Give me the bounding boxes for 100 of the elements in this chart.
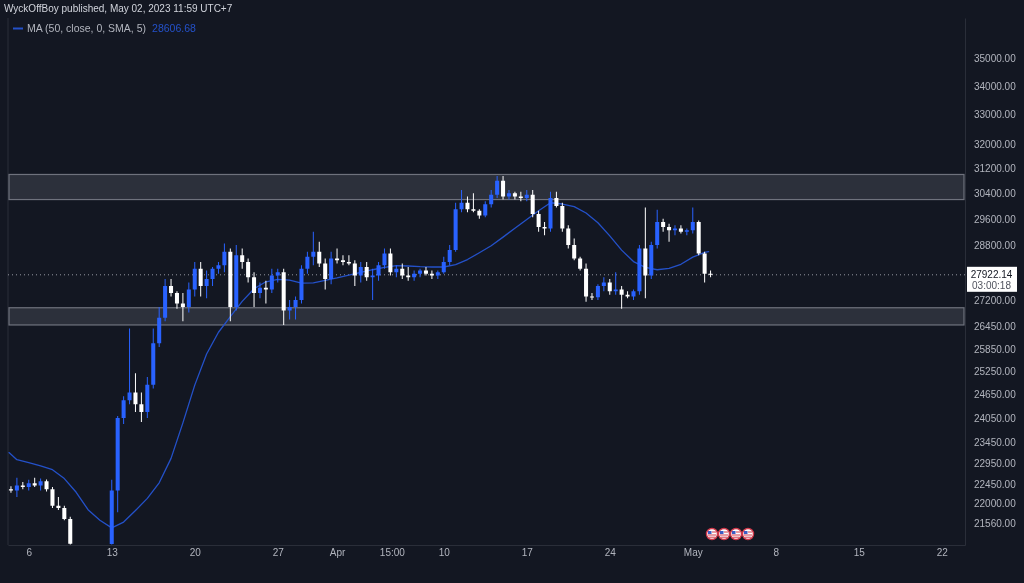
candlestick bbox=[655, 209, 660, 249]
candlestick bbox=[50, 487, 55, 508]
candlestick bbox=[696, 220, 701, 256]
candlestick bbox=[708, 270, 713, 278]
candlestick bbox=[649, 241, 654, 280]
candlestick bbox=[554, 191, 559, 208]
y-tick-label: 21560.00 bbox=[974, 517, 1017, 529]
candlestick bbox=[56, 497, 61, 511]
candlestick bbox=[186, 282, 191, 313]
y-tick-label: 28800.00 bbox=[974, 239, 1017, 251]
candlestick bbox=[305, 251, 310, 274]
candlestick bbox=[121, 396, 126, 425]
candlestick bbox=[151, 328, 156, 389]
candlestick bbox=[418, 268, 423, 278]
candlestick bbox=[163, 279, 168, 322]
candlestick bbox=[530, 190, 535, 218]
candlestick bbox=[661, 218, 666, 232]
candlestick bbox=[139, 392, 144, 423]
candlestick bbox=[566, 225, 571, 249]
candlestick bbox=[447, 245, 452, 266]
candlestick bbox=[584, 263, 589, 302]
candlestick bbox=[637, 245, 642, 295]
x-tick-label: 6 bbox=[26, 547, 33, 559]
candlestick bbox=[192, 261, 197, 297]
x-tick-label: 13 bbox=[106, 547, 119, 559]
candlestick bbox=[607, 279, 612, 295]
y-tick-label: 27200.00 bbox=[974, 294, 1017, 306]
candlestick bbox=[246, 258, 251, 283]
candlestick bbox=[269, 268, 274, 293]
candlestick bbox=[180, 292, 185, 322]
candlestick bbox=[471, 193, 476, 213]
y-tick-label: 34000.00 bbox=[974, 80, 1017, 92]
y-tick-label: 24050.00 bbox=[974, 412, 1017, 424]
y-tick-label: 30400.00 bbox=[974, 187, 1017, 199]
line-series bbox=[8, 202, 710, 529]
candlestick bbox=[667, 223, 672, 242]
candlestick bbox=[252, 272, 257, 308]
candlestick bbox=[68, 516, 73, 545]
candlestick bbox=[542, 222, 547, 236]
candlestick bbox=[678, 225, 683, 234]
annotation: 28606.68 bbox=[152, 22, 196, 34]
candlestick bbox=[358, 261, 363, 283]
x-tick-label: 22 bbox=[936, 547, 949, 559]
candlestick bbox=[222, 243, 227, 273]
candlestick bbox=[400, 263, 405, 280]
candlestick bbox=[382, 248, 387, 269]
y-tick-label: 25850.00 bbox=[974, 343, 1017, 355]
candlestick bbox=[572, 238, 577, 261]
candlestick bbox=[459, 190, 464, 213]
candlestick bbox=[8, 486, 13, 493]
y-tick-label: 22950.00 bbox=[974, 457, 1017, 469]
candlestick bbox=[44, 479, 49, 492]
candlestick bbox=[127, 328, 132, 405]
candlestick bbox=[595, 284, 600, 300]
candlestick bbox=[317, 241, 322, 268]
y-tick-label: 22450.00 bbox=[974, 478, 1017, 490]
candlestick bbox=[323, 258, 328, 290]
candlestick bbox=[423, 267, 428, 276]
ref-line-label: 27922.14 bbox=[970, 269, 1013, 281]
candlestick bbox=[26, 479, 31, 491]
candlestick bbox=[489, 190, 494, 208]
candlestick bbox=[441, 256, 446, 274]
y-tick-label: 25250.00 bbox=[974, 366, 1017, 378]
candlestick bbox=[495, 176, 500, 198]
y-tick-label: 31200.00 bbox=[974, 162, 1017, 174]
candlestick bbox=[376, 261, 381, 281]
candlestick bbox=[501, 176, 506, 200]
candlestick bbox=[174, 291, 179, 309]
x-tick-label: 10 bbox=[438, 547, 451, 559]
candlestick bbox=[38, 478, 43, 491]
candlestick bbox=[483, 201, 488, 218]
candlestick bbox=[115, 416, 120, 513]
y-tick-label: 32000.00 bbox=[974, 138, 1017, 150]
candlestick bbox=[435, 270, 440, 280]
candlestick bbox=[548, 191, 553, 232]
candlestick bbox=[613, 272, 618, 295]
x-tick-label: 15:00 bbox=[379, 547, 406, 559]
candlestick bbox=[690, 207, 695, 234]
candlestick bbox=[518, 191, 523, 202]
candlestick bbox=[352, 260, 357, 286]
candlestick bbox=[234, 245, 239, 311]
candlestick bbox=[560, 202, 565, 232]
candlestick bbox=[340, 255, 345, 266]
candlestick bbox=[281, 268, 286, 325]
candlestick bbox=[477, 209, 482, 219]
candlestick bbox=[335, 248, 340, 264]
y-tick-label: 35000.00 bbox=[974, 52, 1017, 64]
y-tick-label: 29600.00 bbox=[974, 213, 1017, 225]
candlestick bbox=[524, 190, 529, 202]
candlestick bbox=[536, 210, 541, 232]
candlestick bbox=[601, 277, 606, 292]
candlestick bbox=[204, 270, 209, 299]
x-tick-label: 17 bbox=[521, 547, 534, 559]
candlestick bbox=[429, 270, 434, 280]
candlestick bbox=[62, 505, 67, 521]
candlestick bbox=[412, 270, 417, 281]
candlestick bbox=[578, 256, 583, 271]
candlestick bbox=[512, 191, 517, 200]
candlestick bbox=[20, 481, 25, 490]
x-tick-label: 24 bbox=[604, 547, 617, 559]
